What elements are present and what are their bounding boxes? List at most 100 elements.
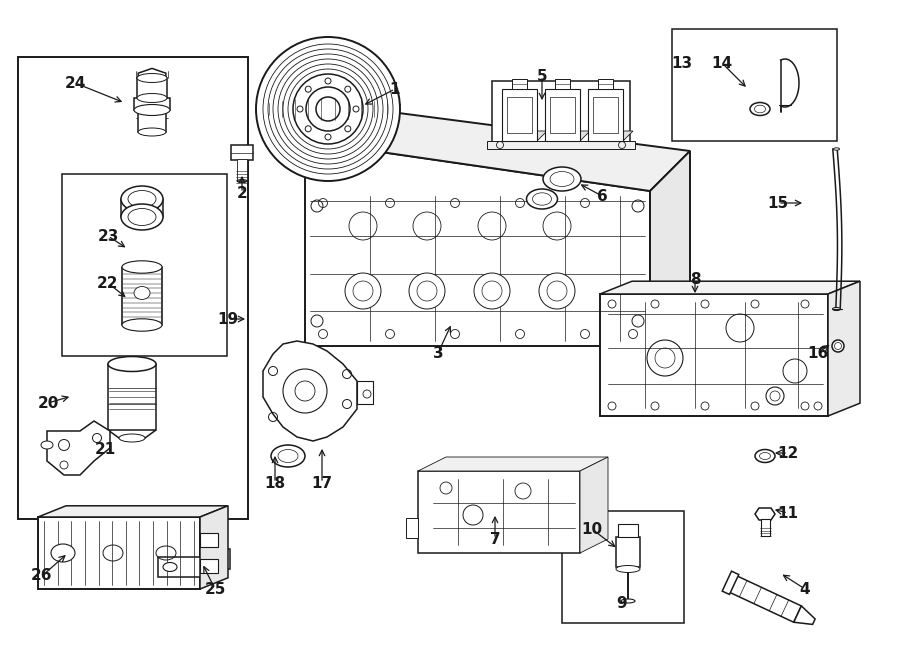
Ellipse shape [41, 441, 53, 449]
Circle shape [353, 106, 359, 112]
Circle shape [263, 44, 393, 174]
Ellipse shape [121, 186, 163, 212]
Polygon shape [418, 471, 580, 553]
Polygon shape [263, 341, 357, 441]
Circle shape [325, 134, 331, 140]
Polygon shape [158, 549, 230, 577]
Bar [722, 571, 739, 594]
Bar [18, 57, 248, 519]
Bar [231, 145, 253, 160]
Circle shape [474, 273, 510, 309]
Polygon shape [600, 294, 828, 416]
Circle shape [288, 69, 368, 149]
Circle shape [539, 273, 575, 309]
Bar [588, 89, 623, 141]
Polygon shape [755, 508, 775, 520]
Bar [562, 511, 684, 623]
Text: 12: 12 [778, 446, 798, 461]
Circle shape [409, 273, 445, 309]
Polygon shape [305, 141, 650, 346]
Polygon shape [492, 81, 630, 149]
Polygon shape [138, 68, 166, 88]
Text: 14: 14 [711, 56, 733, 71]
Text: 22: 22 [97, 276, 119, 290]
Ellipse shape [122, 261, 162, 273]
Ellipse shape [137, 93, 167, 102]
Text: 9: 9 [616, 596, 627, 611]
Polygon shape [828, 281, 860, 416]
Polygon shape [200, 533, 218, 547]
Circle shape [268, 49, 388, 169]
Ellipse shape [833, 148, 840, 150]
Circle shape [345, 86, 351, 92]
Bar [512, 79, 527, 89]
Circle shape [283, 64, 373, 154]
Circle shape [305, 126, 311, 132]
Ellipse shape [616, 566, 640, 572]
Polygon shape [305, 106, 690, 191]
Polygon shape [794, 606, 815, 625]
Text: 11: 11 [778, 506, 798, 520]
Polygon shape [137, 78, 167, 98]
Text: 23: 23 [97, 229, 119, 243]
Circle shape [278, 59, 378, 159]
Bar [237, 159, 247, 181]
Circle shape [256, 37, 400, 181]
Polygon shape [357, 381, 373, 404]
Ellipse shape [832, 307, 841, 311]
Text: 16: 16 [807, 346, 829, 360]
Text: 13: 13 [671, 56, 693, 71]
Ellipse shape [134, 286, 150, 299]
Bar [555, 79, 570, 89]
Ellipse shape [138, 128, 166, 136]
Bar [672, 29, 837, 141]
Polygon shape [502, 131, 547, 141]
Bar [122, 267, 162, 325]
Text: 17: 17 [311, 475, 333, 490]
Polygon shape [580, 457, 608, 553]
Text: 10: 10 [581, 522, 603, 537]
Text: 6: 6 [597, 188, 608, 204]
Bar [502, 89, 537, 141]
Ellipse shape [526, 189, 557, 209]
Circle shape [305, 86, 311, 92]
Text: 2: 2 [237, 186, 248, 200]
Ellipse shape [271, 445, 305, 467]
Ellipse shape [108, 356, 156, 371]
Polygon shape [618, 524, 638, 537]
Polygon shape [38, 506, 228, 517]
Bar [593, 97, 618, 133]
Circle shape [273, 54, 383, 164]
Polygon shape [616, 537, 640, 567]
Circle shape [325, 78, 331, 84]
Text: 15: 15 [768, 196, 788, 210]
Polygon shape [418, 457, 608, 471]
Text: 19: 19 [218, 311, 238, 327]
Text: 7: 7 [490, 531, 500, 547]
Polygon shape [406, 518, 418, 538]
Text: 20: 20 [37, 395, 58, 410]
Circle shape [345, 273, 381, 309]
Polygon shape [200, 506, 228, 589]
Bar [545, 89, 580, 141]
Ellipse shape [750, 102, 770, 116]
Polygon shape [650, 151, 690, 346]
Text: 8: 8 [689, 272, 700, 286]
Polygon shape [545, 131, 590, 141]
Bar [760, 519, 770, 536]
Circle shape [316, 97, 340, 121]
Ellipse shape [755, 449, 775, 463]
Text: 24: 24 [64, 75, 86, 91]
Ellipse shape [163, 563, 177, 572]
Text: 4: 4 [800, 582, 810, 596]
Ellipse shape [621, 599, 635, 603]
Text: 21: 21 [94, 442, 115, 457]
Circle shape [293, 74, 363, 144]
Polygon shape [134, 98, 170, 110]
Bar [728, 576, 801, 622]
Ellipse shape [543, 167, 581, 191]
Polygon shape [487, 141, 635, 149]
Circle shape [832, 340, 844, 352]
Ellipse shape [137, 73, 167, 83]
Text: 18: 18 [265, 475, 285, 490]
